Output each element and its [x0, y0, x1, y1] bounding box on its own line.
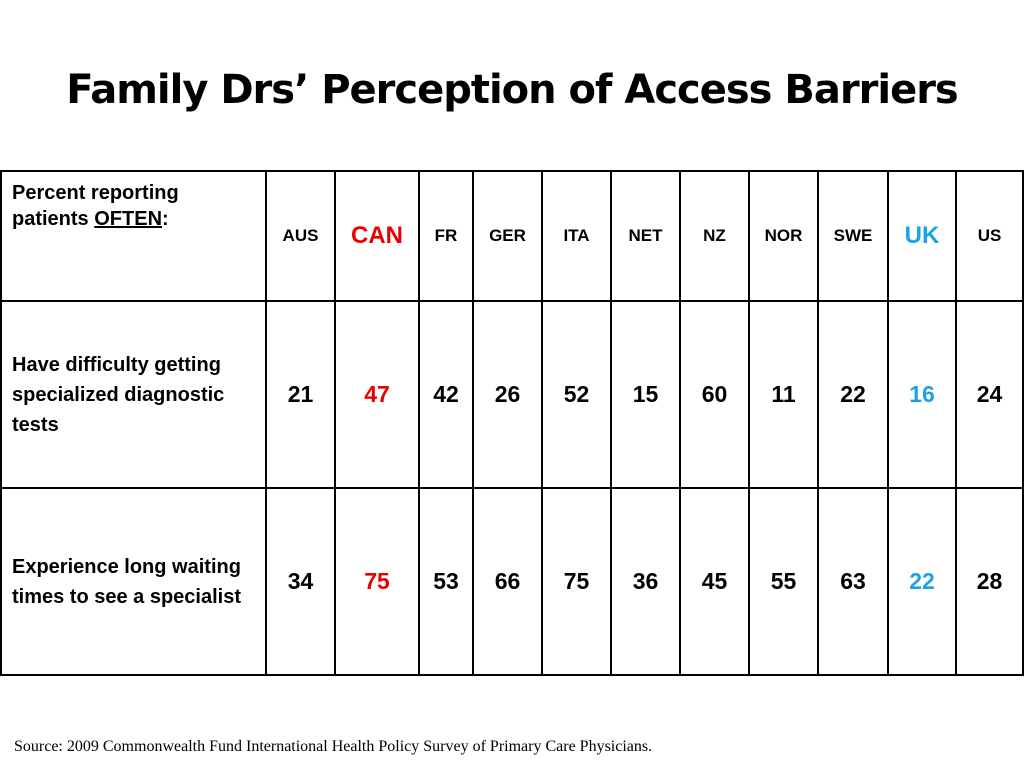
value-cell: 42: [418, 300, 474, 489]
value-cell: 15: [610, 300, 681, 489]
value-cell: 28: [955, 487, 1024, 676]
source-citation: Source: 2009 Commonwealth Fund Internati…: [14, 738, 653, 755]
country-header-cell: NOR: [748, 170, 819, 302]
value-cell: 11: [748, 300, 819, 489]
value-cell: 63: [817, 487, 889, 676]
row-label-cell: Experience long waiting times to see a s…: [0, 487, 267, 676]
header-label-cell: Percent reporting patients OFTEN:: [0, 170, 267, 302]
value-cell: 22: [887, 487, 957, 676]
country-header-cell: US: [955, 170, 1024, 302]
table-row: Experience long waiting times to see a s…: [0, 487, 1024, 676]
value-cell: 60: [679, 300, 750, 489]
country-header-cell: GER: [472, 170, 543, 302]
value-cell: 52: [541, 300, 612, 489]
header-label-suffix: :: [162, 208, 169, 230]
value-cell: 66: [472, 487, 543, 676]
value-cell: 75: [541, 487, 612, 676]
header-label-prefix: Percent reporting patients: [12, 182, 179, 230]
country-header-cell: AUS: [265, 170, 336, 302]
value-cell: 45: [679, 487, 750, 676]
value-cell: 21: [265, 300, 336, 489]
table-header-row: Percent reporting patients OFTEN: AUS CA…: [0, 170, 1024, 302]
country-header-cell: NZ: [679, 170, 750, 302]
value-cell: 53: [418, 487, 474, 676]
page-title: Family Drs’ Perception of Access Barrier…: [66, 67, 958, 113]
header-label-emphasis: OFTEN: [94, 208, 163, 230]
value-cell: 75: [334, 487, 420, 676]
survey-table: Percent reporting patients OFTEN: AUS CA…: [0, 170, 1024, 676]
value-cell: 24: [955, 300, 1024, 489]
country-header-cell: CAN: [334, 170, 420, 302]
country-header-cell: UK: [887, 170, 957, 302]
value-cell: 34: [265, 487, 336, 676]
value-cell: 22: [817, 300, 889, 489]
country-header-cell: NET: [610, 170, 681, 302]
country-header-cell: SWE: [817, 170, 889, 302]
country-header-cell: ITA: [541, 170, 612, 302]
value-cell: 36: [610, 487, 681, 676]
table-row: Have difficulty getting specialized diag…: [0, 300, 1024, 489]
value-cell: 47: [334, 300, 420, 489]
row-label-cell: Have difficulty getting specialized diag…: [0, 300, 267, 489]
value-cell: 55: [748, 487, 819, 676]
value-cell: 16: [887, 300, 957, 489]
country-header-cell: FR: [418, 170, 474, 302]
value-cell: 26: [472, 300, 543, 489]
